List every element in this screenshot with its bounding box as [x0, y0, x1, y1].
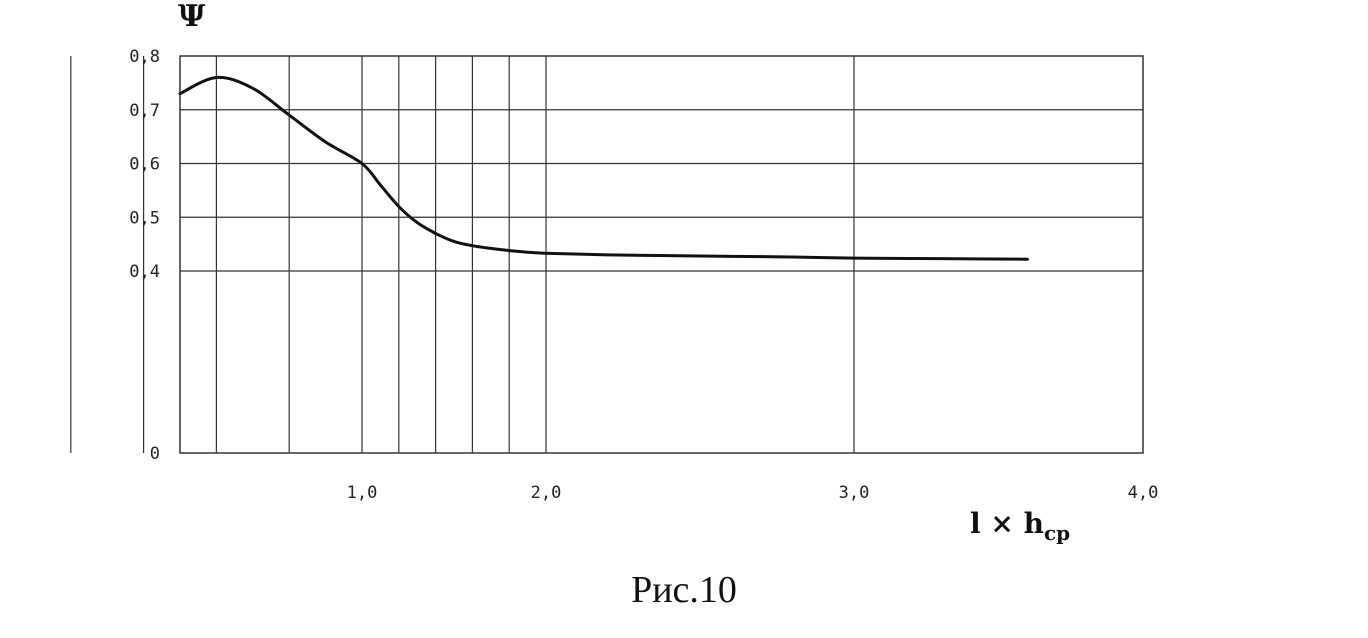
chart: 0 0,4 0,5 0,6 0,7 0,8 1,0 2,0 3,0 4,0 Ψ l × hcp — [70, 0, 1159, 545]
x-tick-label: 4,0 — [1128, 483, 1159, 503]
y-tick-label: 0,8 — [129, 47, 160, 67]
y-tick-label: 0 — [150, 444, 160, 464]
y-tick-label: 0,6 — [129, 155, 160, 175]
x-axis-label-main: l × h — [970, 507, 1044, 540]
x-tick-labels: 1,0 2,0 3,0 4,0 — [347, 483, 1159, 503]
y-tick-labels: 0 0,4 0,5 0,6 0,7 0,8 — [129, 47, 160, 464]
y-tick-label: 0,7 — [129, 101, 160, 121]
x-tick-label: 3,0 — [839, 483, 870, 503]
y-tick-label: 0,5 — [129, 208, 160, 228]
series-line — [178, 75, 1029, 261]
x-axis-label: l × hcp — [970, 507, 1070, 545]
x-tick-label: 1,0 — [347, 483, 378, 503]
x-tick-label: 2,0 — [531, 483, 562, 503]
figure-caption: Рис.10 — [631, 569, 737, 611]
x-axis-label-sub: cp — [1044, 521, 1070, 545]
y-tick-label: 0,4 — [129, 262, 160, 282]
y-axis-label: Ψ — [178, 0, 206, 34]
